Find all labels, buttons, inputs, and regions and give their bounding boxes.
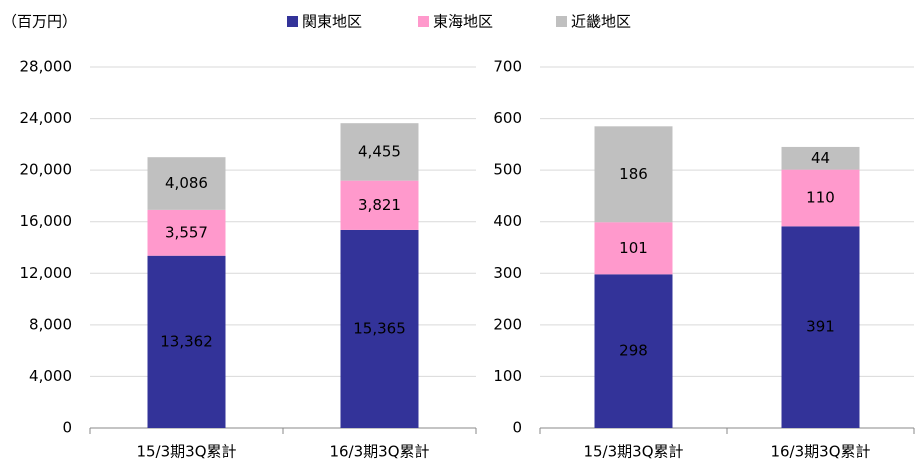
- y-tick-label: 16,000: [20, 212, 73, 230]
- bar-segment: [781, 169, 860, 227]
- y-tick-label: 8,000: [29, 315, 72, 333]
- y-tick-label: 12,000: [20, 264, 73, 282]
- y-tick-label: 100: [493, 367, 522, 385]
- legend-swatch: [556, 16, 567, 27]
- y-tick-label: 28,000: [20, 58, 73, 76]
- y-tick-label: 400: [493, 212, 522, 230]
- bar-segment: [594, 222, 673, 275]
- legend-label: 近畿地区: [571, 13, 631, 31]
- y-axis-unit: （百万円）: [2, 13, 77, 31]
- y-tick-label: 500: [493, 161, 522, 179]
- legend-label: 関東地区: [302, 13, 362, 31]
- data-label: 44: [811, 149, 830, 167]
- data-label: 298: [619, 342, 648, 360]
- y-tick-label: 4,000: [29, 367, 72, 385]
- y-tick-label: 300: [493, 264, 522, 282]
- data-label: 13,362: [160, 332, 213, 350]
- bar-segment: [340, 180, 419, 230]
- x-tick-label: 15/3期3Q累計: [136, 443, 236, 461]
- y-tick-label: 200: [493, 315, 522, 333]
- bar-segment: [781, 146, 860, 170]
- data-label: 391: [806, 318, 835, 336]
- bar-segment: [594, 274, 673, 428]
- bar-segment: [340, 229, 419, 428]
- data-label: 186: [619, 165, 648, 183]
- bar-segment: [147, 157, 226, 210]
- data-label: 4,455: [358, 142, 401, 160]
- x-tick-label: 15/3期3Q累計: [583, 443, 683, 461]
- y-tick-label: 700: [493, 58, 522, 76]
- data-label: 110: [806, 188, 835, 206]
- data-label: 15,365: [353, 319, 406, 337]
- x-tick-label: 16/3期3Q累計: [329, 443, 429, 461]
- bar-segment: [147, 255, 226, 428]
- bar-segment: [340, 123, 419, 181]
- legend-swatch: [418, 16, 429, 27]
- y-tick-label: 0: [62, 419, 72, 437]
- legend-swatch: [287, 16, 298, 27]
- x-tick-label: 16/3期3Q累計: [770, 443, 870, 461]
- legend-label: 東海地区: [433, 13, 493, 31]
- y-tick-label: 24,000: [20, 109, 73, 127]
- y-tick-label: 20,000: [20, 161, 73, 179]
- bar-segment: [781, 226, 860, 428]
- data-label: 4,086: [165, 174, 208, 192]
- y-tick-label: 0: [512, 419, 522, 437]
- data-label: 3,557: [165, 223, 208, 241]
- data-label: 101: [619, 239, 648, 257]
- data-label: 3,821: [358, 196, 401, 214]
- y-tick-label: 600: [493, 109, 522, 127]
- bar-segment: [147, 209, 226, 256]
- bar-segment: [594, 126, 673, 223]
